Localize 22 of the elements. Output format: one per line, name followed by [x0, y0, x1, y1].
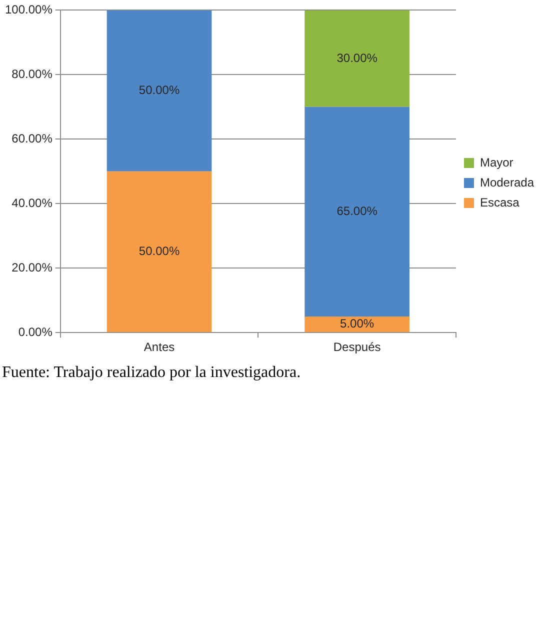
- data-label: 30.00%: [336, 50, 378, 65]
- legend-label: Escasa: [480, 195, 520, 210]
- bar: [106, 10, 212, 172]
- bar: [304, 316, 410, 332]
- bar: [304, 10, 410, 107]
- legend-label: Moderada: [480, 175, 534, 190]
- x-tick-label: Antes: [144, 340, 175, 354]
- y-tick-label: 20.00%: [12, 260, 53, 274]
- data-label: 50.00%: [138, 244, 180, 258]
- bar: [106, 171, 212, 332]
- y-tick-label: 0.00%: [18, 324, 53, 339]
- bar: [304, 106, 410, 316]
- source-note: Fuente: Trabajo realizado por la investigadora.: [1, 364, 302, 382]
- y-tick-label: 100.00%: [5, 2, 53, 17]
- data-label: 50.00%: [138, 83, 180, 98]
- data-label: 5.00%: [340, 316, 374, 331]
- data-label: 65.00%: [336, 204, 378, 218]
- legend-label: Mayor: [480, 155, 514, 170]
- y-tick-label: 60.00%: [12, 131, 53, 146]
- y-tick-label: 80.00%: [12, 66, 53, 81]
- x-tick-label: Después: [333, 340, 381, 354]
- y-tick-label: 40.00%: [12, 196, 53, 210]
